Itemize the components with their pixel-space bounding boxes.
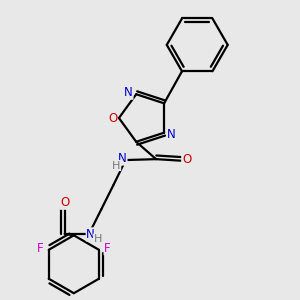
- Text: N: N: [118, 152, 127, 165]
- Text: O: O: [108, 112, 118, 124]
- Text: N: N: [124, 86, 133, 99]
- Text: O: O: [182, 153, 191, 166]
- Text: O: O: [60, 196, 69, 209]
- Text: N: N: [86, 228, 95, 241]
- Text: H: H: [93, 234, 102, 244]
- Text: H: H: [112, 160, 121, 170]
- Text: F: F: [37, 242, 44, 255]
- Text: N: N: [167, 128, 176, 141]
- Text: F: F: [104, 242, 111, 255]
